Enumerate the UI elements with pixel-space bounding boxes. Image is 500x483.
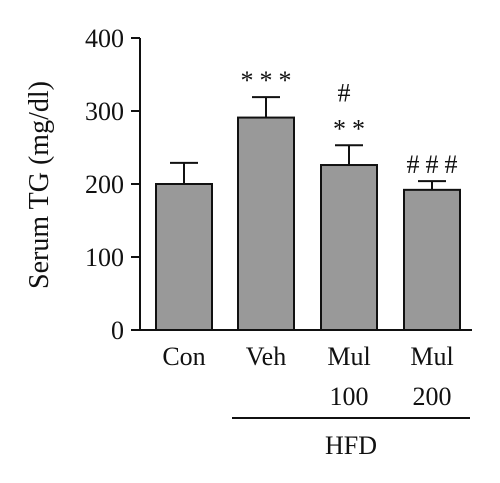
x-tick-label: 200 [413,382,452,411]
group-label: HFD [325,431,377,460]
significance-mark: ** [333,114,371,143]
y-tick-label: 400 [85,24,124,53]
x-tick-label: Veh [246,342,286,371]
significance-mark: *** [241,66,298,95]
y-axis-label-group: Serum TG (mg/dl) [24,81,55,289]
y-tick-label: 300 [85,97,124,126]
bar [237,116,295,331]
y-ticks: 0 100 200 300 400 [85,24,140,345]
x-tick-label: Mul [327,342,370,371]
x-tick-label: 100 [330,382,369,411]
y-tick-label: 100 [85,243,124,272]
bar [320,164,378,331]
significance-marks: *****#### [241,66,464,179]
group-bracket: HFD [232,417,470,460]
bar [403,188,461,331]
bars [155,116,461,331]
bar [155,183,213,331]
error-bars [170,96,446,190]
significance-mark: # [338,78,357,107]
x-tick-label: Con [162,342,205,371]
category-labels: Con Veh Mul 100 Mul 200 [162,342,453,411]
y-tick-label: 0 [111,316,124,345]
x-tick-label: Mul [410,342,453,371]
significance-mark: ### [407,150,464,179]
y-axis-label: Serum TG (mg/dl) [24,81,55,289]
y-tick-label: 200 [85,170,124,199]
